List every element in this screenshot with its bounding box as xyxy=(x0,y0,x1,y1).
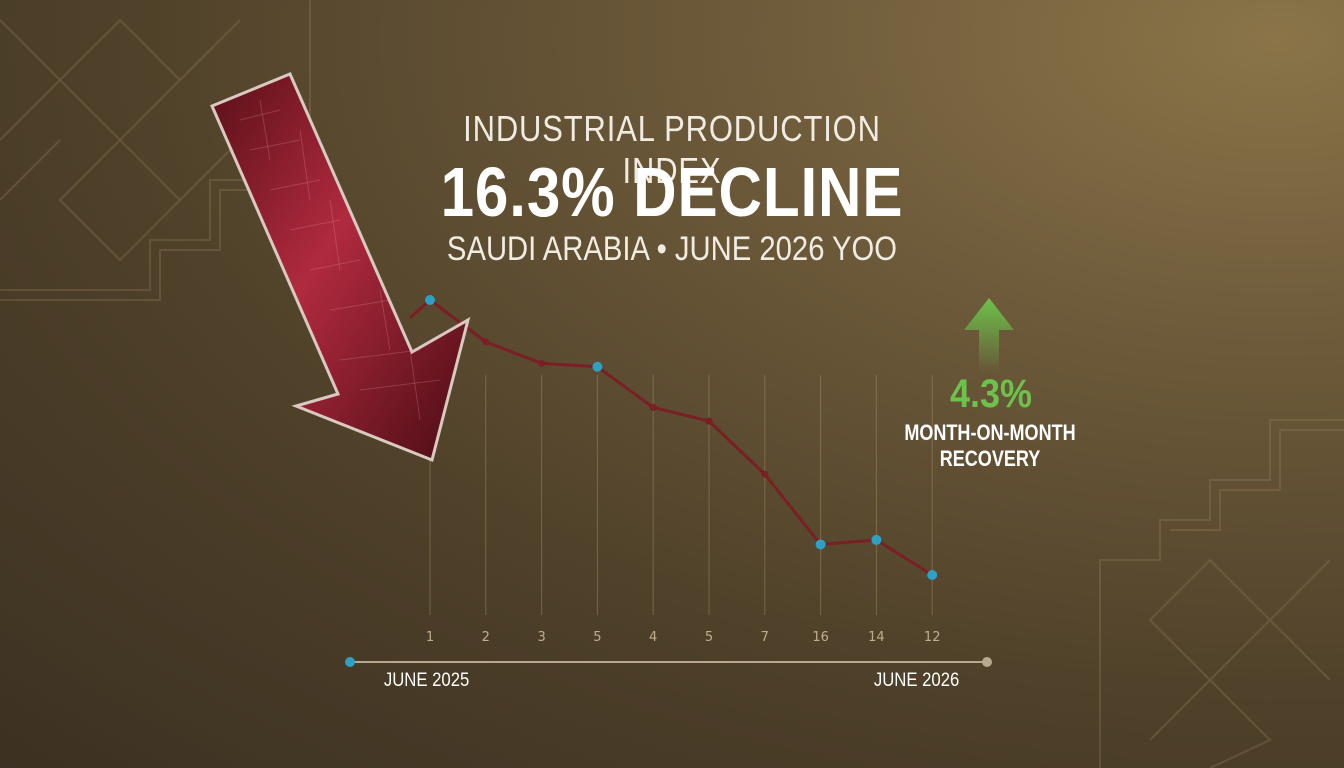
data-point xyxy=(538,359,546,367)
data-point xyxy=(482,338,490,346)
x-tick-label: 4 xyxy=(649,630,657,645)
x-tick-label: 1 xyxy=(426,630,434,645)
recovery-label-line2: RECOVERY xyxy=(939,446,1041,471)
decline-headline: 16.3% DECLINE xyxy=(440,153,904,231)
recovery-value: 4.3% xyxy=(949,372,1033,416)
timeline-end-label: JUNE 2026 xyxy=(873,670,960,691)
data-point xyxy=(761,470,769,478)
country-date-subtitle: SAUDI ARABIA • JUNE 2026 YOO xyxy=(446,230,898,268)
x-tick-label: 2 xyxy=(482,630,490,645)
data-point xyxy=(705,417,713,425)
down-arrow-icon xyxy=(210,72,471,463)
recovery-label-line1: MONTH-ON-MONTH xyxy=(904,420,1076,445)
x-tick-label: 14 xyxy=(868,630,885,645)
timeline-end-dot xyxy=(982,657,992,667)
vertical-gridlines xyxy=(429,375,933,615)
x-tick-label: 7 xyxy=(761,630,769,645)
data-point xyxy=(649,404,657,412)
x-tick-label: 5 xyxy=(705,630,713,645)
data-point xyxy=(592,361,603,372)
timeline-start-label: JUNE 2025 xyxy=(383,670,470,691)
x-tick-label: 16 xyxy=(812,630,829,645)
data-point xyxy=(871,534,882,545)
timeline-start-dot xyxy=(345,657,355,667)
index-title: INDUSTRIAL PRODUCTION INDEX xyxy=(463,108,881,191)
title-block: INDUSTRIAL PRODUCTION INDEX 16.3% DECLIN… xyxy=(0,0,1344,300)
arrow-texture xyxy=(239,99,441,421)
x-tick-label: 5 xyxy=(593,630,601,645)
data-points xyxy=(425,295,938,580)
x-tick-label: 3 xyxy=(537,630,545,645)
x-tick-labels: 1 2 3 5 4 5 7 16 14 12 xyxy=(426,630,941,645)
data-point xyxy=(815,539,826,550)
data-point xyxy=(927,570,938,580)
x-tick-label: 12 xyxy=(924,630,941,645)
recovery-label: MONTH-ON-MONTH RECOVERY xyxy=(900,420,1080,472)
up-arrow-icon xyxy=(964,298,1014,372)
data-point xyxy=(425,295,435,305)
